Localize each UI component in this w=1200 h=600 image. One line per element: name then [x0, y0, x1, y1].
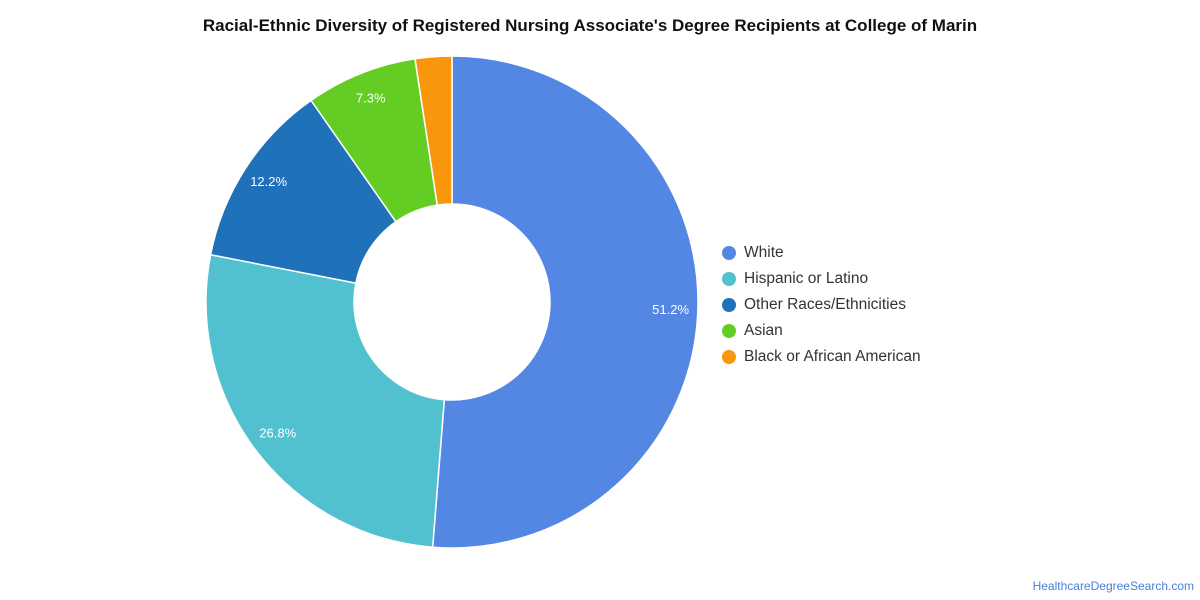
slice-label-other-races-ethnicities: 12.2%: [250, 174, 287, 189]
legend-label: Black or African American: [744, 348, 921, 365]
legend-item-hispanic-or-latino[interactable]: Hispanic or Latino: [722, 266, 921, 292]
chart-legend: White Hispanic or Latino Other Races/Ethni…: [722, 240, 921, 370]
legend-label: Asian: [744, 322, 783, 339]
legend-swatch-icon: [722, 298, 736, 312]
slice-hispanic-or-latino: [205, 253, 446, 549]
legend-label: Hispanic or Latino: [744, 270, 869, 287]
legend-swatch-icon: [722, 350, 736, 364]
legend-label: Other Races/Ethnicities: [744, 296, 906, 313]
slice-black-or-african-american: [414, 55, 453, 206]
legend-label: White: [744, 244, 784, 261]
slice-label-white: 51.2%: [652, 302, 689, 317]
legend-swatch-icon: [722, 272, 736, 286]
legend-item-black-or-african-american[interactable]: Black or African American: [722, 344, 921, 370]
legend-item-asian[interactable]: Asian: [722, 318, 921, 344]
slice-other-races-ethnicities: [209, 99, 397, 285]
chart-title: Racial-Ethnic Diversity of Registered Nu…: [202, 16, 978, 35]
legend-swatch-icon: [722, 324, 736, 338]
legend-swatch-icon: [722, 246, 736, 260]
slice-label-asian: 7.3%: [356, 90, 386, 105]
source-credit-link[interactable]: HealthcareDegreeSearch.com: [1032, 579, 1194, 593]
legend-item-other-races-ethnicities[interactable]: Other Races/Ethnicities: [722, 292, 921, 318]
slice-white: [431, 55, 699, 549]
legend-item-white[interactable]: White: [722, 240, 921, 266]
slice-label-hispanic-or-latino: 26.8%: [259, 426, 296, 441]
